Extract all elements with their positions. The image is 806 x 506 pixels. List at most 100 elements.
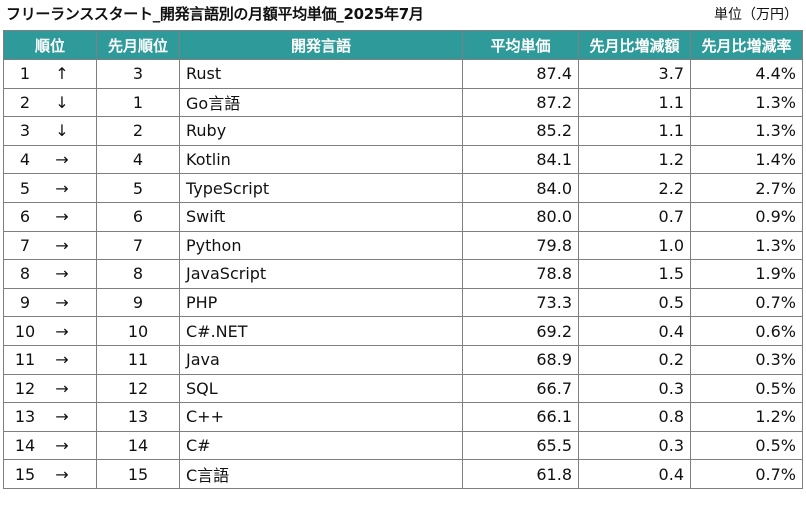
rank-cell: 13 → — [3, 402, 97, 432]
rank-number: 13 — [14, 407, 36, 427]
column-header-mom-rate[interactable]: 先月比増減率 — [690, 30, 803, 60]
language-cell: C# — [179, 430, 463, 461]
column-header-mom-change[interactable]: 先月比増減額 — [578, 30, 691, 60]
rank-number: 11 — [14, 350, 36, 370]
prev-rank-cell: 7 — [96, 230, 180, 261]
rank-cell: 5 → — [3, 173, 97, 203]
mom-change-cell: 0.7 — [578, 201, 691, 232]
prev-rank-cell: 4 — [96, 144, 180, 175]
rank-cell: 4 → — [3, 144, 97, 175]
down-arrow-icon: ↓ — [55, 121, 69, 141]
right-arrow-icon: → — [55, 436, 69, 456]
language-cell: Swift — [179, 201, 463, 232]
mom-change-cell: 0.3 — [578, 430, 691, 461]
right-arrow-icon: → — [55, 207, 69, 227]
language-cell: Go言語 — [179, 87, 463, 118]
mom-rate-cell: 0.3% — [690, 344, 803, 375]
avg-price-cell: 85.2 — [462, 116, 579, 146]
prev-rank-cell: 15 — [96, 459, 180, 489]
ranking-table: 順位 先月順位 開発言語 平均単価 先月比増減額 先月比増減率 1 ↑ 3 Rust 8… — [3, 30, 803, 489]
page-title: フリーランススタート_開発言語別の月額平均単価_2025年7月 — [6, 5, 424, 23]
table-row: 11 → 11 Java 68.9 0.2 0.3% — [3, 344, 803, 375]
language-cell: Kotlin — [179, 144, 463, 175]
column-header-avg-price[interactable]: 平均単価 — [462, 30, 579, 60]
table-row: 14 → 14 C# 65.5 0.3 0.5% — [3, 430, 803, 461]
rank-number: 8 — [19, 264, 31, 284]
right-arrow-icon: → — [55, 178, 69, 198]
rank-cell: 11 → — [3, 344, 97, 375]
rank-number: 4 — [19, 150, 31, 170]
language-cell: PHP — [179, 287, 463, 318]
rank-cell: 3 ↓ — [3, 116, 97, 146]
rank-number: 15 — [14, 464, 36, 484]
page-header: フリーランススタート_開発言語別の月額平均単価_2025年7月 単位（万円） — [0, 0, 806, 30]
column-header-language[interactable]: 開発言語 — [179, 30, 463, 60]
mom-rate-cell: 0.7% — [690, 459, 803, 489]
avg-price-cell: 78.8 — [462, 259, 579, 289]
avg-price-cell: 84.1 — [462, 144, 579, 175]
rank-number: 5 — [19, 178, 31, 198]
table-row: 8 → 8 JavaScript 78.8 1.5 1.9% — [3, 259, 803, 289]
language-cell: Java — [179, 344, 463, 375]
right-arrow-icon: → — [55, 264, 69, 284]
mom-change-cell: 0.8 — [578, 402, 691, 432]
right-arrow-icon: → — [55, 293, 69, 313]
mom-change-cell: 0.4 — [578, 316, 691, 346]
mom-change-cell: 1.1 — [578, 87, 691, 118]
right-arrow-icon: → — [55, 150, 69, 170]
column-header-prev-rank[interactable]: 先月順位 — [96, 30, 180, 60]
avg-price-cell: 61.8 — [462, 459, 579, 489]
table-body: 1 ↑ 3 Rust 87.4 3.7 4.4% 2 ↓ 1 Go言語 87.2 1.1 1.3% 3 ↓ 2 R… — [3, 59, 803, 489]
mom-rate-cell: 0.7% — [690, 287, 803, 318]
rank-cell: 15 → — [3, 459, 97, 489]
rank-number: 12 — [14, 378, 36, 398]
mom-rate-cell: 0.5% — [690, 430, 803, 461]
prev-rank-cell: 10 — [96, 316, 180, 346]
mom-change-cell: 1.5 — [578, 259, 691, 289]
avg-price-cell: 66.7 — [462, 373, 579, 404]
avg-price-cell: 79.8 — [462, 230, 579, 261]
mom-change-cell: 1.1 — [578, 116, 691, 146]
avg-price-cell: 66.1 — [462, 402, 579, 432]
avg-price-cell: 68.9 — [462, 344, 579, 375]
prev-rank-cell: 13 — [96, 402, 180, 432]
avg-price-cell: 87.2 — [462, 87, 579, 118]
table-header-row: 順位 先月順位 開発言語 平均単価 先月比増減額 先月比増減率 — [3, 30, 803, 60]
mom-change-cell: 1.2 — [578, 144, 691, 175]
rank-number: 3 — [19, 121, 31, 141]
rank-number: 6 — [19, 207, 31, 227]
rank-cell: 12 → — [3, 373, 97, 404]
prev-rank-cell: 2 — [96, 116, 180, 146]
column-header-rank[interactable]: 順位 — [3, 30, 97, 60]
avg-price-cell: 69.2 — [462, 316, 579, 346]
rank-cell: 6 → — [3, 201, 97, 232]
right-arrow-icon: → — [55, 378, 69, 398]
rank-cell: 2 ↓ — [3, 87, 97, 118]
table-row: 4 → 4 Kotlin 84.1 1.2 1.4% — [3, 144, 803, 175]
rank-number: 14 — [14, 436, 36, 456]
language-cell: SQL — [179, 373, 463, 404]
up-arrow-icon: ↑ — [55, 64, 69, 84]
language-cell: Rust — [179, 59, 463, 89]
mom-rate-cell: 1.3% — [690, 230, 803, 261]
table-row: 15 → 15 C言語 61.8 0.4 0.7% — [3, 459, 803, 489]
prev-rank-cell: 3 — [96, 59, 180, 89]
mom-rate-cell: 1.3% — [690, 87, 803, 118]
rank-cell: 1 ↑ — [3, 59, 97, 89]
rank-cell: 9 → — [3, 287, 97, 318]
prev-rank-cell: 12 — [96, 373, 180, 404]
language-cell: JavaScript — [179, 259, 463, 289]
avg-price-cell: 80.0 — [462, 201, 579, 232]
rank-number: 10 — [14, 321, 36, 341]
right-arrow-icon: → — [55, 407, 69, 427]
rank-number: 9 — [19, 293, 31, 313]
language-cell: Python — [179, 230, 463, 261]
table-row: 2 ↓ 1 Go言語 87.2 1.1 1.3% — [3, 87, 803, 118]
rank-cell: 10 → — [3, 316, 97, 346]
table-row: 10 → 10 C#.NET 69.2 0.4 0.6% — [3, 316, 803, 346]
prev-rank-cell: 6 — [96, 201, 180, 232]
rank-cell: 7 → — [3, 230, 97, 261]
right-arrow-icon: → — [55, 350, 69, 370]
prev-rank-cell: 1 — [96, 87, 180, 118]
language-cell: Ruby — [179, 116, 463, 146]
